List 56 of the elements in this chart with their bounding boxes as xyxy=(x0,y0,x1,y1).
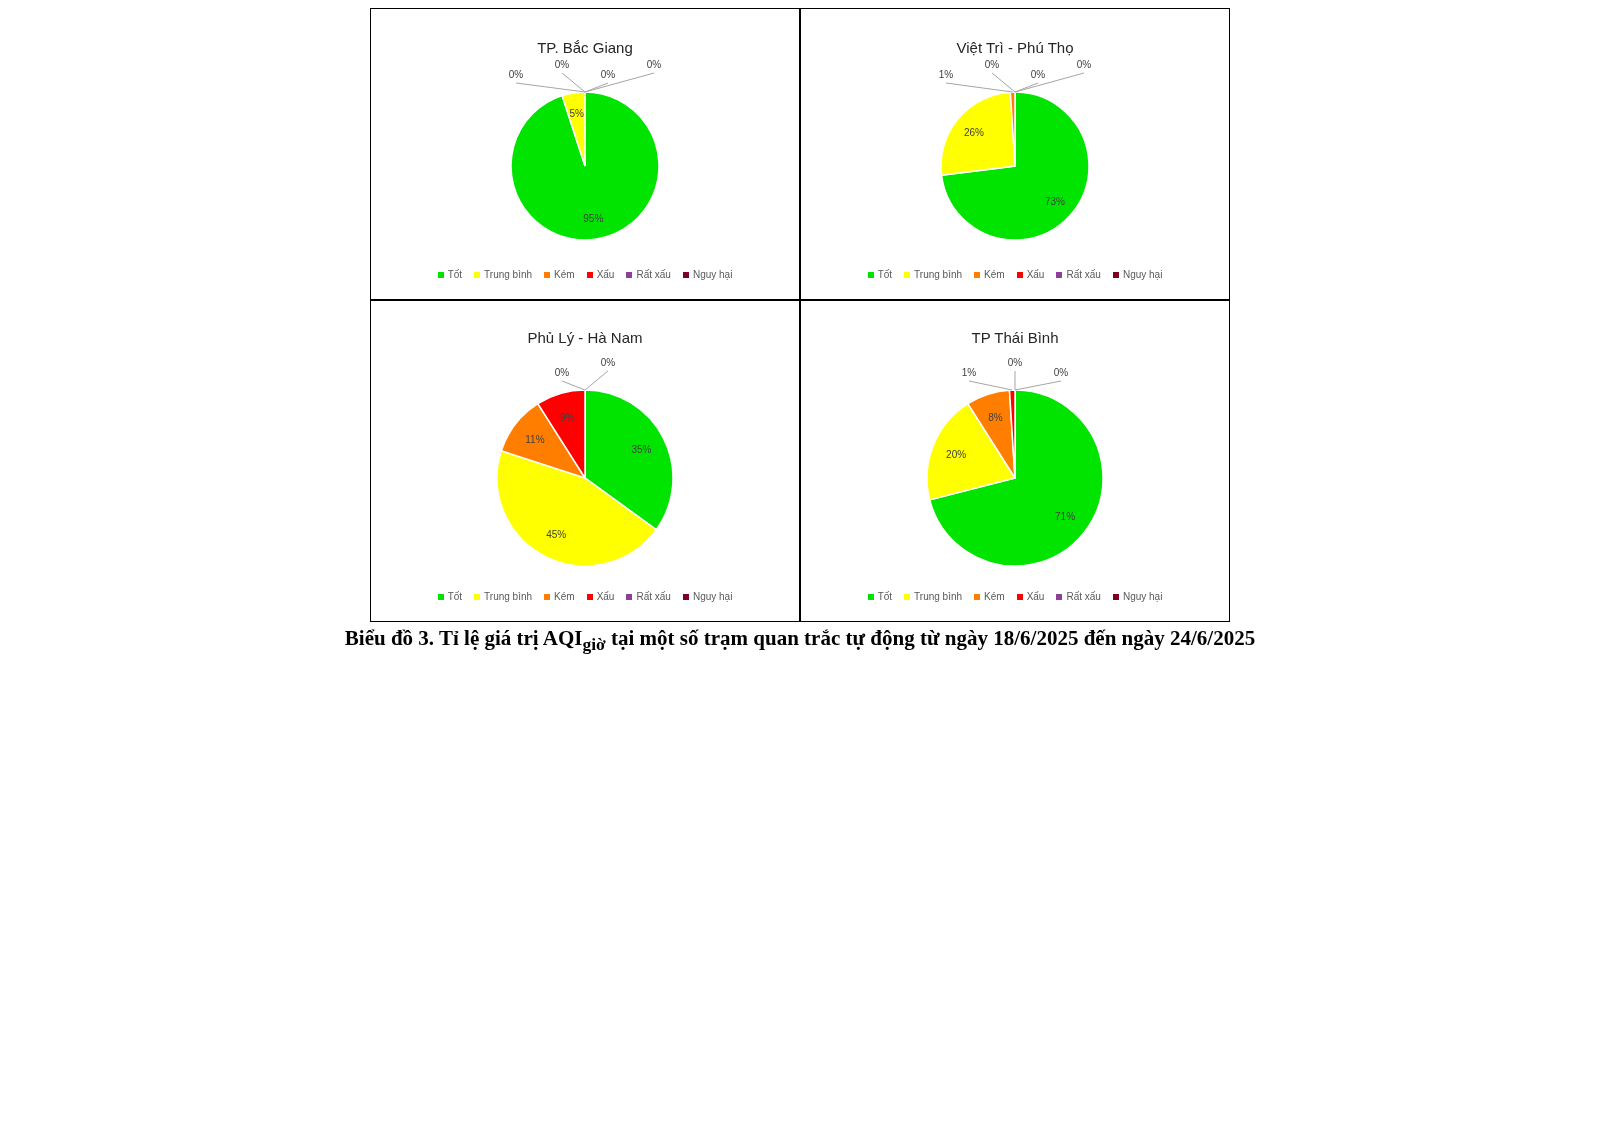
chart-title: Phủ Lý - Hà Nam xyxy=(526,329,644,346)
text: 0% xyxy=(646,59,662,70)
chart-title: Việt Trì - Phú Thọ xyxy=(955,39,1075,56)
legend-label: Trung bình xyxy=(913,269,963,280)
legend-label: Xấu xyxy=(1025,269,1045,280)
text: 0% xyxy=(554,59,570,70)
text: 0% xyxy=(1007,357,1023,368)
text: 0% xyxy=(1030,69,1046,80)
legend-label: Rất xấu xyxy=(1065,591,1101,602)
legend-label: Trung bình xyxy=(483,591,533,602)
legend-label: Tốt xyxy=(876,591,893,602)
data-label: 5% xyxy=(569,107,584,119)
legend-label: Kém xyxy=(983,269,1005,280)
text: 0% xyxy=(554,367,570,378)
data-label: 73% xyxy=(1044,195,1066,207)
text: Biểu đồ 3. Tỉ lệ giá trị AQI$_{giờ}$ tại một số trạm quan trắc tự động từ ngày 18/6/2025 đến ngày 24/6/2025 xyxy=(343,626,1257,656)
data-label: 1% xyxy=(938,69,954,80)
legend-label: Nguy hại xyxy=(691,591,733,602)
chart-title: TP Thái Bình xyxy=(970,329,1060,346)
chart-title: TP. Bắc Giang xyxy=(536,39,634,56)
text: 0% xyxy=(1076,59,1092,70)
legend-label: Xấu xyxy=(595,591,615,602)
legend-label: Xấu xyxy=(595,269,615,280)
data-label: 1% xyxy=(961,367,977,378)
legend-label: Xấu xyxy=(1025,591,1045,602)
legend-label: Nguy hại xyxy=(1121,269,1163,280)
data-label: 95% xyxy=(583,213,604,225)
pie-slice xyxy=(940,91,1090,241)
data-label: 71% xyxy=(1055,511,1076,523)
legend-label: Kém xyxy=(553,591,575,602)
legend-label: Tốt xyxy=(446,269,463,280)
text: 0% xyxy=(600,357,616,368)
legend-label: Tốt xyxy=(876,269,893,280)
legend-label: Rất xấu xyxy=(635,591,671,602)
data-label: 45% xyxy=(546,528,567,540)
legend-label: Rất xấu xyxy=(635,269,671,280)
pie-slice xyxy=(929,389,1104,567)
text: 0% xyxy=(984,59,1000,70)
text: 0% xyxy=(1053,367,1069,378)
text: 0% xyxy=(508,69,524,80)
legend-label: Nguy hại xyxy=(1121,591,1163,602)
data-label: 8% xyxy=(988,412,1003,424)
legend-label: Nguy hại xyxy=(691,269,733,280)
data-label: 11% xyxy=(525,433,545,445)
legend-label: Trung bình xyxy=(483,269,533,280)
legend-label: Tốt xyxy=(446,591,463,602)
text: 0% xyxy=(600,69,616,80)
data-label: 26% xyxy=(963,126,985,138)
legend-label: Kém xyxy=(553,269,575,280)
data-label: 35% xyxy=(631,443,652,455)
data-label: 9% xyxy=(560,411,575,423)
legend-label: Rất xấu xyxy=(1065,269,1101,280)
pie-slice xyxy=(510,91,660,241)
data-label: 20% xyxy=(946,449,967,461)
legend-label: Trung bình xyxy=(913,591,963,602)
legend-label: Kém xyxy=(983,591,1005,602)
